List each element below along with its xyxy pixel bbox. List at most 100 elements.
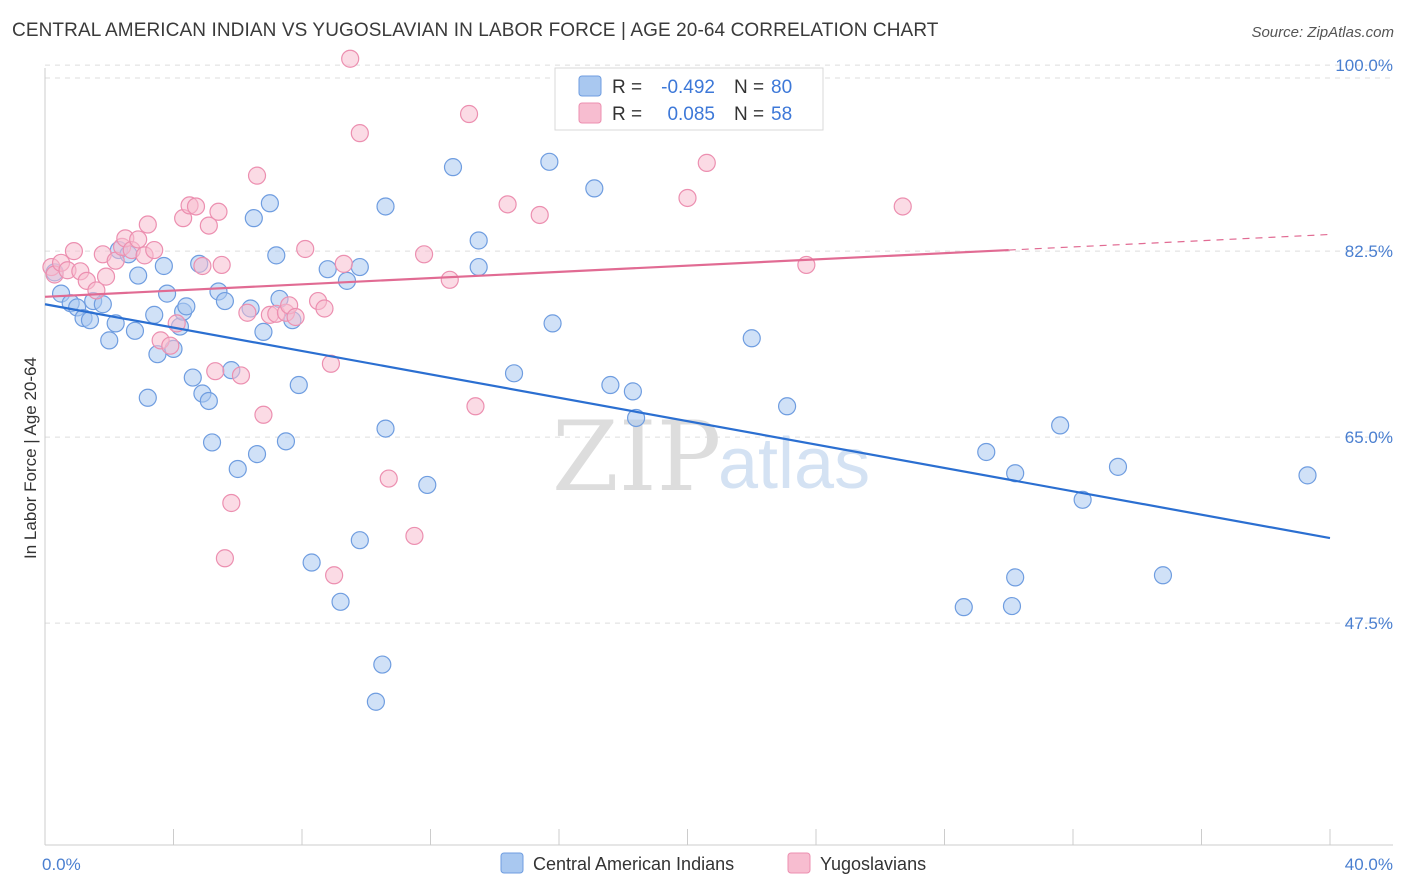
- point-yugoslavians: [325, 566, 344, 585]
- point-yugoslavians: [215, 549, 234, 568]
- point-central-american-indians: [100, 331, 119, 350]
- trend-line-central-american-indians: [44, 303, 1331, 540]
- point-central-american-indians: [469, 257, 488, 277]
- legend-n-label-blue: N =: [734, 77, 764, 98]
- bottom-legend-swatch-pink: [787, 852, 811, 874]
- point-yugoslavians: [466, 397, 485, 416]
- point-central-american-indians: [1073, 490, 1092, 509]
- point-central-american-indians: [1002, 596, 1022, 616]
- point-yugoslavians: [498, 195, 517, 214]
- point-yugoslavians: [350, 124, 369, 143]
- point-yugoslavians: [199, 216, 218, 235]
- point-central-american-indians: [106, 314, 125, 333]
- point-yugoslavians: [893, 197, 912, 216]
- point-central-american-indians: [215, 291, 234, 311]
- legend-r-label-blue: R =: [612, 77, 642, 98]
- point-yugoslavians: [459, 104, 479, 124]
- point-yugoslavians: [138, 215, 157, 234]
- trend-lines: [44, 233, 1331, 540]
- point-central-american-indians: [302, 553, 321, 572]
- point-central-american-indians: [244, 209, 263, 228]
- point-yugoslavians: [530, 205, 549, 225]
- legend-swatch-blue: [578, 75, 602, 97]
- point-yugoslavians: [379, 469, 398, 488]
- point-central-american-indians: [318, 260, 337, 279]
- point-yugoslavians: [161, 336, 180, 355]
- chart-title: CENTRAL AMERICAN INDIAN VS YUGOSLAVIAN I…: [12, 20, 939, 41]
- point-central-american-indians: [331, 592, 350, 611]
- point-central-american-indians: [373, 655, 392, 674]
- point-central-american-indians: [154, 256, 173, 276]
- bottom-legend-swatch-blue: [500, 852, 524, 874]
- point-yugoslavians: [440, 270, 459, 289]
- legend-r-label-pink: R =: [612, 104, 642, 125]
- point-yugoslavians: [414, 245, 434, 264]
- point-central-american-indians: [289, 375, 308, 395]
- point-central-american-indians: [247, 445, 267, 464]
- point-central-american-indians: [145, 305, 164, 324]
- point-central-american-indians: [469, 231, 488, 250]
- point-central-american-indians: [418, 475, 437, 495]
- y-tick-labels: 100.0% 82.5% 65.0% 47.5%: [1335, 56, 1393, 633]
- point-yugoslavians: [296, 239, 315, 259]
- legend-r-value-pink: 0.085: [667, 104, 715, 125]
- correlation-legend: R = -0.492 N = 80 R = 0.085 N = 58: [554, 67, 824, 131]
- y-tick-label: 100.0%: [1335, 56, 1393, 75]
- point-central-american-indians: [626, 408, 646, 428]
- bottom-legend-label-blue: Central American Indians: [533, 854, 734, 874]
- legend-n-value-pink: 58: [771, 104, 792, 125]
- point-central-american-indians: [376, 197, 395, 216]
- point-central-american-indians: [129, 266, 148, 285]
- point-yugoslavians: [222, 493, 241, 513]
- point-yugoslavians: [209, 202, 228, 221]
- point-yugoslavians: [341, 49, 360, 68]
- point-yugoslavians: [96, 267, 116, 286]
- point-central-american-indians: [138, 388, 157, 407]
- point-yugoslavians: [145, 240, 164, 260]
- legend-swatch-pink: [578, 102, 602, 124]
- point-yugoslavians: [212, 255, 231, 275]
- x-tick-label-max: 40.0%: [1345, 855, 1393, 874]
- series-central-american-indians: [45, 152, 1317, 711]
- point-yugoslavians: [231, 366, 251, 385]
- point-central-american-indians: [543, 314, 562, 333]
- point-central-american-indians: [366, 692, 385, 711]
- point-central-american-indians: [1108, 457, 1128, 476]
- point-central-american-indians: [125, 321, 145, 340]
- y-tick-label: 47.5%: [1345, 614, 1393, 633]
- point-central-american-indians: [350, 531, 369, 550]
- point-central-american-indians: [742, 329, 761, 348]
- y-tick-label: 82.5%: [1345, 242, 1393, 261]
- point-yugoslavians: [286, 307, 305, 327]
- point-yugoslavians: [254, 405, 273, 424]
- axes: [44, 68, 1393, 846]
- grid-lines: [45, 64, 1393, 624]
- source-label: Source: ZipAtlas.com: [1251, 24, 1394, 41]
- legend-n-label-pink: N =: [734, 104, 764, 125]
- point-central-american-indians: [1051, 416, 1070, 435]
- point-yugoslavians: [238, 303, 257, 322]
- point-yugoslavians: [334, 254, 353, 273]
- watermark: ZIP atlas: [552, 401, 870, 513]
- point-yugoslavians: [129, 230, 148, 249]
- point-central-american-indians: [1153, 566, 1173, 585]
- point-central-american-indians: [350, 257, 369, 277]
- series-legend: Central American Indians Yugoslavians: [500, 852, 926, 874]
- point-central-american-indians: [260, 194, 279, 213]
- trend-line-yugoslavians: [44, 248, 1009, 298]
- watermark-atlas: atlas: [718, 424, 870, 504]
- point-central-american-indians: [228, 459, 247, 479]
- point-central-american-indians: [157, 284, 177, 303]
- point-yugoslavians: [405, 526, 424, 546]
- point-central-american-indians: [183, 368, 202, 387]
- point-central-american-indians: [267, 246, 286, 265]
- point-central-american-indians: [1298, 466, 1317, 485]
- point-central-american-indians: [977, 442, 996, 462]
- point-yugoslavians: [315, 299, 334, 318]
- point-central-american-indians: [601, 375, 620, 395]
- point-central-american-indians: [954, 598, 973, 617]
- point-central-american-indians: [376, 419, 395, 438]
- point-central-american-indians: [777, 397, 797, 416]
- point-yugoslavians: [64, 242, 84, 261]
